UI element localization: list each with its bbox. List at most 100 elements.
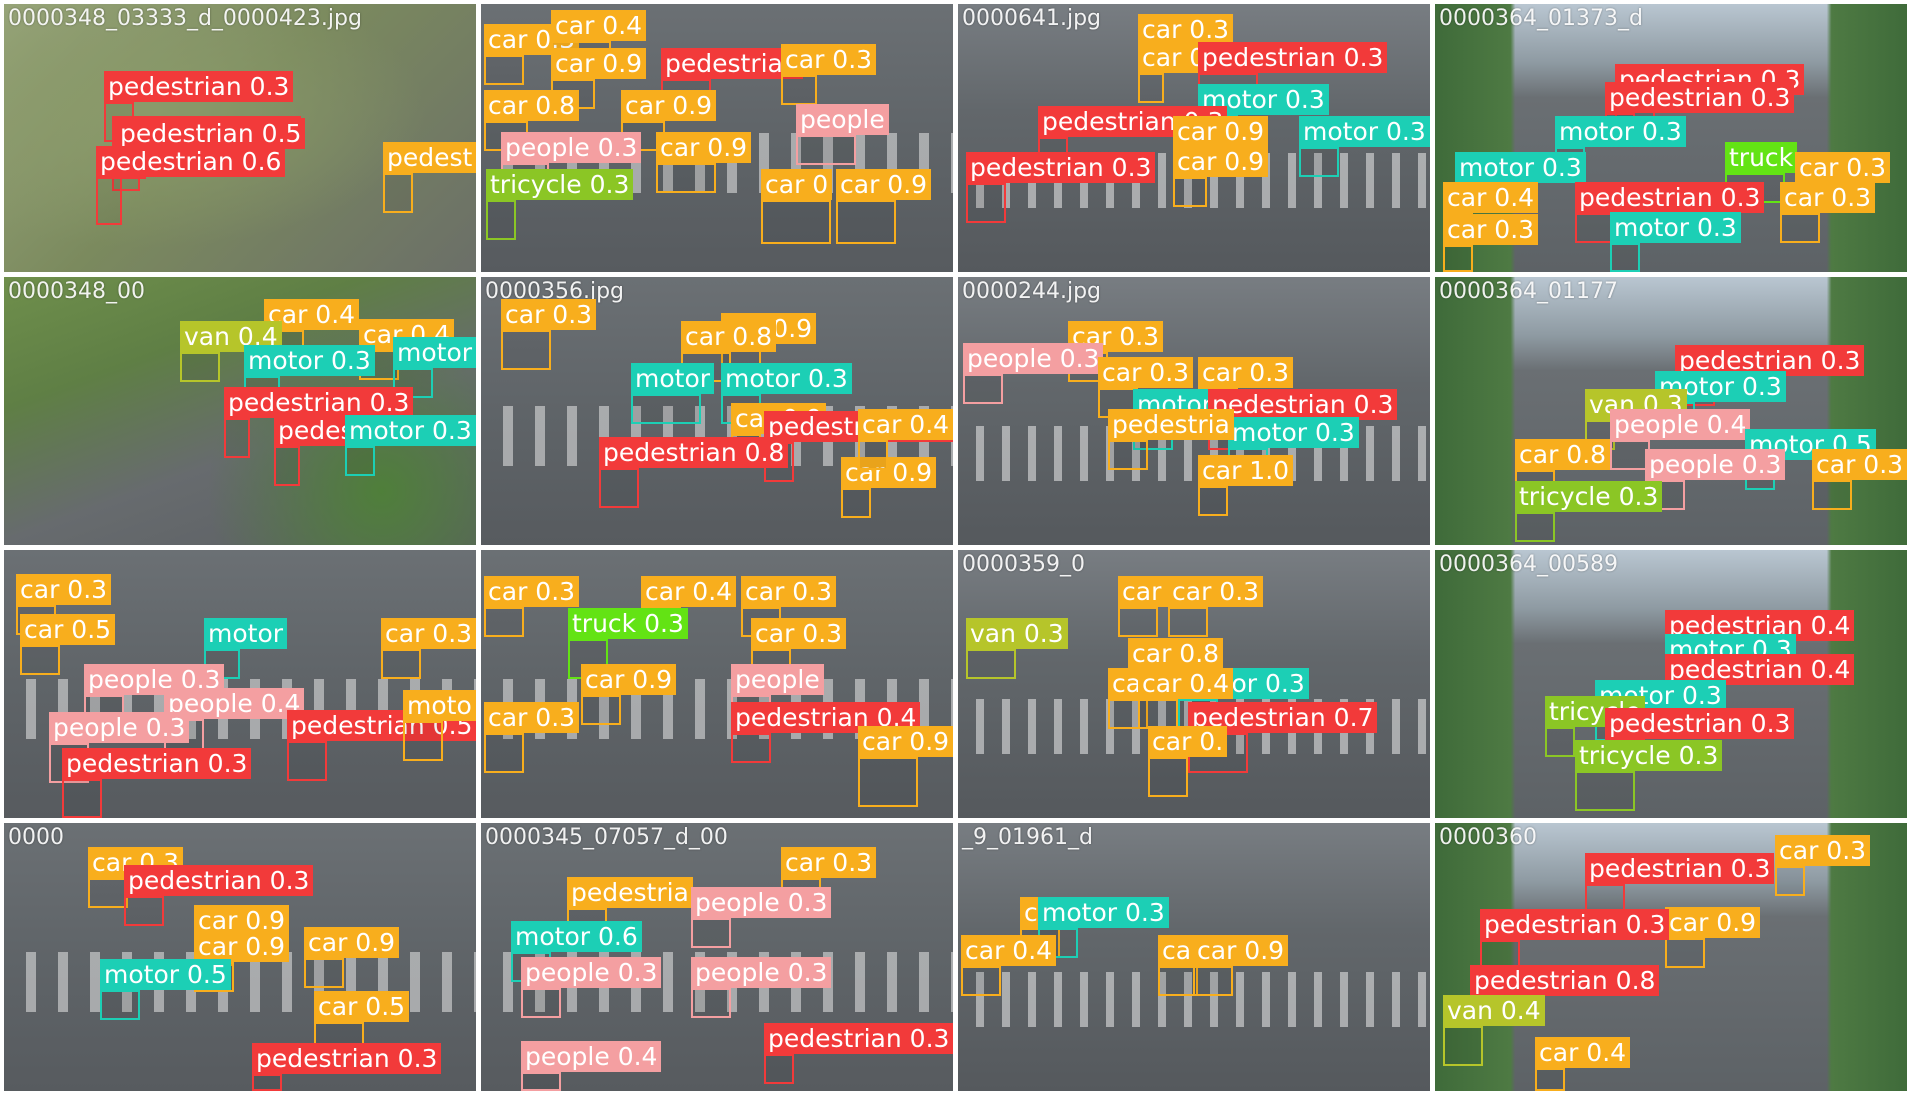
detection-label: van 0.3 bbox=[966, 618, 1068, 649]
detection-label: car 0.8 bbox=[1128, 638, 1224, 669]
detection-label: car 0.3 bbox=[484, 576, 580, 607]
detection-label: car 0.9 bbox=[1193, 935, 1289, 966]
bounding-box bbox=[304, 958, 344, 988]
image-tile: 0000244.jpg car 0.3 people 0.3 car 0.3 car 0… bbox=[958, 277, 1430, 545]
detection-label: pedestrian 0.3 bbox=[1605, 82, 1795, 113]
bounding-box bbox=[1775, 866, 1805, 896]
bounding-box bbox=[274, 446, 300, 486]
detection-label: car 0.9 bbox=[551, 48, 647, 79]
bounding-box bbox=[1108, 440, 1148, 470]
detection-label: motor bbox=[631, 363, 715, 394]
detection-label: people 0.3 bbox=[691, 957, 832, 988]
bounding-box bbox=[224, 418, 250, 458]
detection-label: motor 0.3 bbox=[721, 363, 852, 394]
tile-filename: 0000244.jpg bbox=[962, 279, 1102, 304]
image-tile: car 0.3 car 0.4 car 0.9 pedestrian car 0.3 ca… bbox=[481, 4, 953, 272]
bounding-box bbox=[858, 757, 918, 807]
detection-label: car 0.9 bbox=[836, 169, 932, 200]
bounding-box bbox=[521, 1072, 561, 1091]
detection-label: car 0.9 bbox=[304, 927, 400, 958]
detection-label: motor 0.6 bbox=[511, 921, 642, 952]
bounding-box bbox=[966, 183, 1006, 223]
bounding-box bbox=[858, 440, 888, 470]
detection-label: car 0.3 bbox=[1812, 449, 1907, 480]
detection-label: pedestrian 0.3 bbox=[1480, 909, 1670, 940]
bounding-box bbox=[1443, 1026, 1483, 1066]
detection-label: motor 0.3 bbox=[1655, 371, 1786, 402]
bounding-box bbox=[966, 649, 1016, 679]
bounding-box bbox=[383, 173, 413, 213]
detection-label: pedestrian 0.3 bbox=[62, 748, 252, 779]
detection-label: car 0.4 bbox=[858, 409, 953, 440]
bounding-box bbox=[486, 200, 516, 240]
detection-label: car 0.8 bbox=[681, 321, 777, 352]
detection-label: motor 0.3 bbox=[244, 345, 375, 376]
bounding-box bbox=[1665, 938, 1705, 968]
bounding-box bbox=[656, 163, 716, 193]
detection-label: pedestrian 0.5 bbox=[116, 118, 306, 149]
bounding-box bbox=[88, 878, 128, 908]
image-tile: 0000348_03333_d_0000423.jpg pedestrian 0.… bbox=[4, 4, 476, 272]
detection-label: pedestrian bbox=[661, 48, 803, 79]
detection-label: pedestrian 0.7 bbox=[1188, 702, 1378, 733]
detection-label: car 0.3 bbox=[1443, 214, 1539, 245]
detection-label: car 0.4 bbox=[641, 576, 737, 607]
detection-label: car 0.9 bbox=[581, 664, 677, 695]
detection-label: motor 0.3 bbox=[1610, 212, 1741, 243]
detection-label: motor 0.3 bbox=[1038, 897, 1169, 928]
bounding-box bbox=[1610, 243, 1640, 272]
detection-label: pedestria bbox=[567, 877, 693, 908]
bounding-box bbox=[501, 330, 551, 370]
detection-label: people bbox=[731, 664, 824, 695]
tile-filename: 0000 bbox=[8, 825, 64, 850]
detection-label: car 0.3 bbox=[501, 299, 597, 330]
tile-filename: 0000364_00589 bbox=[1439, 552, 1618, 577]
detection-label: tricycle 0.3 bbox=[486, 169, 634, 200]
bounding-box bbox=[761, 200, 831, 244]
bounding-box bbox=[124, 896, 164, 926]
bounding-box bbox=[1173, 177, 1207, 207]
detection-label: pedest bbox=[383, 142, 476, 173]
detection-label: car 0.3 bbox=[781, 44, 877, 75]
detection-label: pedestrian 0.3 bbox=[966, 152, 1156, 183]
bounding-box bbox=[484, 55, 524, 85]
bounding-box bbox=[1108, 699, 1148, 729]
detection-label: car 0.9 bbox=[194, 905, 290, 936]
detection-label: pedestrian 0.3 bbox=[1198, 42, 1388, 73]
detection-label: car 0.3 bbox=[1198, 357, 1294, 388]
detection-label: people 0.4 bbox=[1610, 409, 1751, 440]
detection-label: car 0.9 bbox=[1173, 146, 1269, 177]
bounding-box bbox=[731, 733, 771, 763]
detection-label: truck 0.3 bbox=[568, 608, 688, 639]
bounding-box bbox=[781, 75, 817, 105]
image-tile: car 0.3 car 0.5 motor car 0.3 people 0.3 peop… bbox=[4, 550, 476, 818]
bounding-box bbox=[961, 966, 1001, 996]
detection-label: car 0.3 bbox=[484, 702, 580, 733]
bounding-box bbox=[599, 468, 639, 508]
detection-label: people 0.3 bbox=[521, 957, 662, 988]
detection-label: pedestrian 0.8 bbox=[1470, 965, 1660, 996]
bounding-box bbox=[1780, 213, 1820, 243]
detection-label: car 0.9 bbox=[621, 90, 717, 121]
image-tile: 0000364_01177 pedestrian 0.3 motor 0.3 van … bbox=[1435, 277, 1907, 545]
bounding-box bbox=[96, 177, 122, 225]
bounding-box bbox=[1168, 607, 1208, 637]
detection-label: pedestrian 0.3 bbox=[224, 387, 414, 418]
detection-label: people 0.4 bbox=[521, 1041, 662, 1072]
bounding-box bbox=[345, 446, 375, 476]
detection-label: pedestrian 0.3 bbox=[124, 865, 314, 896]
detection-label: car 0.4 bbox=[1443, 182, 1539, 213]
detection-label: motor 0.3 bbox=[1455, 152, 1586, 183]
detection-label: car 0.4 bbox=[961, 935, 1057, 966]
detection-label: car 0.5 bbox=[20, 614, 116, 645]
detection-label: car 0.3 bbox=[1795, 152, 1891, 183]
detection-label: people bbox=[796, 104, 889, 135]
detection-label: motor 0.3 bbox=[1555, 116, 1686, 147]
bounding-box bbox=[764, 1054, 794, 1084]
detection-label: tricycle 0.3 bbox=[1515, 481, 1663, 512]
detection-label: pedestrian 0.3 bbox=[1675, 345, 1865, 376]
detection-label: motor 0.5 bbox=[100, 959, 231, 990]
tile-filename: 0000348_03333_d_0000423.jpg bbox=[8, 6, 362, 31]
detection-label: car 0.9 bbox=[194, 931, 290, 962]
detection-label: car 0.3 bbox=[1138, 14, 1234, 45]
